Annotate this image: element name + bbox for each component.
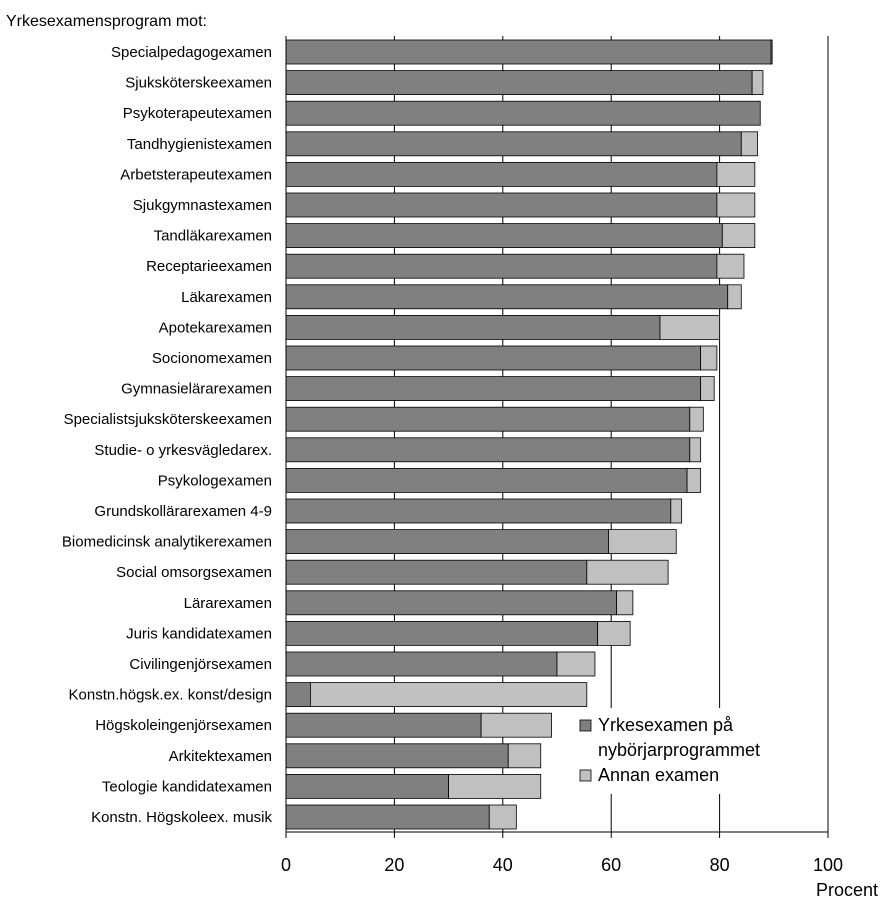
bar-yrkesexamen-2 bbox=[285, 100, 761, 126]
category-labels: Specialpedagogexamen Sjuksköterskeexamen P… bbox=[62, 44, 273, 826]
bar-annan-16 bbox=[608, 529, 677, 554]
category-label: Juris kandidatexamen bbox=[126, 625, 272, 642]
category-label: Konstn. Högskoleex. musik bbox=[91, 809, 272, 826]
category-label: Arkitektexamen bbox=[169, 748, 272, 765]
bar-annan-18 bbox=[616, 590, 634, 616]
bar-annan-14 bbox=[686, 467, 702, 493]
category-label: Grundskollärarexamen 4-9 bbox=[94, 503, 272, 520]
bar-yrkesexamen-1 bbox=[285, 70, 753, 95]
bar-annan-17 bbox=[586, 559, 669, 585]
x-tick-label: 40 bbox=[493, 855, 513, 875]
legend-swatch-annan bbox=[579, 769, 592, 782]
bar-annan-3 bbox=[740, 131, 758, 157]
category-label: Sjukgymnastexamen bbox=[133, 197, 272, 214]
category-label: Socionomexamen bbox=[152, 350, 272, 367]
category-label: Biomedicinsk analytikerexamen bbox=[62, 534, 272, 551]
bars bbox=[285, 39, 773, 830]
legend-label-yrkesexamen: Yrkesexamen på nybörjarprogrammet bbox=[598, 715, 760, 760]
bar-annan-8 bbox=[727, 284, 742, 310]
bar-annan-20 bbox=[556, 651, 596, 677]
bar-yrkesexamen-8 bbox=[285, 284, 729, 310]
category-label: Sjuksköterskeexamen bbox=[125, 75, 272, 92]
bar-yrkesexamen-21 bbox=[285, 682, 311, 707]
bar-annan-13 bbox=[689, 437, 702, 463]
x-tick-label: 20 bbox=[384, 855, 404, 875]
category-label: Teologie kandidatexamen bbox=[102, 778, 272, 795]
bar-yrkesexamen-13 bbox=[285, 437, 691, 463]
bar-yrkesexamen-14 bbox=[285, 467, 688, 493]
x-axis-label: Procent bbox=[816, 880, 878, 900]
bar-annan-7 bbox=[716, 253, 745, 279]
category-label: Civilingenjörsexamen bbox=[129, 656, 272, 673]
bar-annan-25 bbox=[488, 804, 517, 830]
bar-yrkesexamen-3 bbox=[285, 131, 742, 157]
x-tick-label: 60 bbox=[601, 855, 621, 875]
category-label: Tandläkarexamen bbox=[154, 228, 272, 245]
bar-yrkesexamen-15 bbox=[285, 498, 672, 524]
category-label: Psykoterapeutexamen bbox=[123, 105, 272, 122]
bar-yrkesexamen-7 bbox=[285, 253, 718, 279]
category-label: Receptarieexamen bbox=[146, 258, 272, 275]
category-label: Studie- o yrkesvägledarex. bbox=[94, 442, 272, 459]
chart-title: Yrkesexamensprogram mot: bbox=[6, 13, 207, 30]
bar-yrkesexamen-18 bbox=[285, 590, 618, 616]
bar-annan-23 bbox=[507, 743, 542, 769]
category-label: Specialistsjuksköterskeexamen bbox=[64, 411, 272, 428]
bar-annan-5 bbox=[716, 192, 756, 218]
bar-yrkesexamen-23 bbox=[285, 743, 509, 769]
category-label: Gymnasielärarexamen bbox=[121, 381, 272, 398]
bar-annan-9 bbox=[659, 314, 720, 340]
bar-yrkesexamen-22 bbox=[285, 712, 482, 738]
bar-annan-4 bbox=[716, 161, 756, 187]
bar-annan-1 bbox=[751, 70, 764, 95]
bar-yrkesexamen-0 bbox=[285, 39, 772, 65]
bar-annan-22 bbox=[480, 712, 552, 738]
legend-swatch-yrkesexamen bbox=[579, 719, 592, 732]
legend: Yrkesexamen på nybörjarprogrammet Annan ex… bbox=[572, 708, 804, 794]
category-label: Konstn.högsk.ex. konst/design bbox=[69, 687, 272, 704]
category-label: Läkarexamen bbox=[181, 289, 272, 306]
bar-yrkesexamen-6 bbox=[285, 223, 723, 249]
bar-annan-21 bbox=[309, 682, 588, 707]
bar-yrkesexamen-17 bbox=[285, 559, 588, 585]
bar-yrkesexamen-25 bbox=[285, 804, 490, 830]
legend-label-annan: Annan examen bbox=[598, 765, 719, 785]
legend-background bbox=[572, 708, 804, 794]
bar-yrkesexamen-9 bbox=[285, 314, 661, 340]
bar-annan-12 bbox=[689, 406, 704, 432]
category-label: Tandhygienistexamen bbox=[127, 136, 272, 153]
category-label: Lärarexamen bbox=[184, 595, 272, 612]
category-label: Specialpedagogexamen bbox=[111, 44, 272, 61]
bar-yrkesexamen-16 bbox=[285, 529, 609, 554]
bar-yrkesexamen-5 bbox=[285, 192, 718, 218]
category-label: Apotekarexamen bbox=[159, 319, 272, 336]
bar-yrkesexamen-19 bbox=[285, 621, 599, 646]
x-tick-label: 100 bbox=[813, 855, 843, 875]
bar-yrkesexamen-11 bbox=[285, 376, 702, 402]
bar-yrkesexamen-20 bbox=[285, 651, 558, 677]
category-label: Arbetsterapeutexamen bbox=[120, 166, 272, 183]
bar-yrkesexamen-10 bbox=[285, 345, 702, 371]
x-axis: 0 20 40 60 80 100 bbox=[281, 36, 843, 875]
bar-annan-6 bbox=[721, 223, 756, 249]
bar-annan-0 bbox=[770, 39, 773, 65]
x-tick-label: 80 bbox=[710, 855, 730, 875]
x-tick-label: 0 bbox=[281, 855, 291, 875]
category-label: Social omsorgsexamen bbox=[116, 564, 272, 581]
bar-annan-15 bbox=[670, 498, 683, 524]
bar-yrkesexamen-12 bbox=[285, 406, 691, 432]
bar-annan-24 bbox=[448, 774, 542, 799]
bar-annan-19 bbox=[597, 621, 631, 646]
category-label: Högskoleingenjörsexamen bbox=[95, 717, 272, 734]
category-label: Psykologexamen bbox=[158, 472, 272, 489]
bar-yrkesexamen-4 bbox=[285, 161, 718, 187]
bar-annan-10 bbox=[700, 345, 718, 371]
bar-yrkesexamen-24 bbox=[285, 774, 450, 799]
bar-annan-11 bbox=[700, 376, 715, 402]
